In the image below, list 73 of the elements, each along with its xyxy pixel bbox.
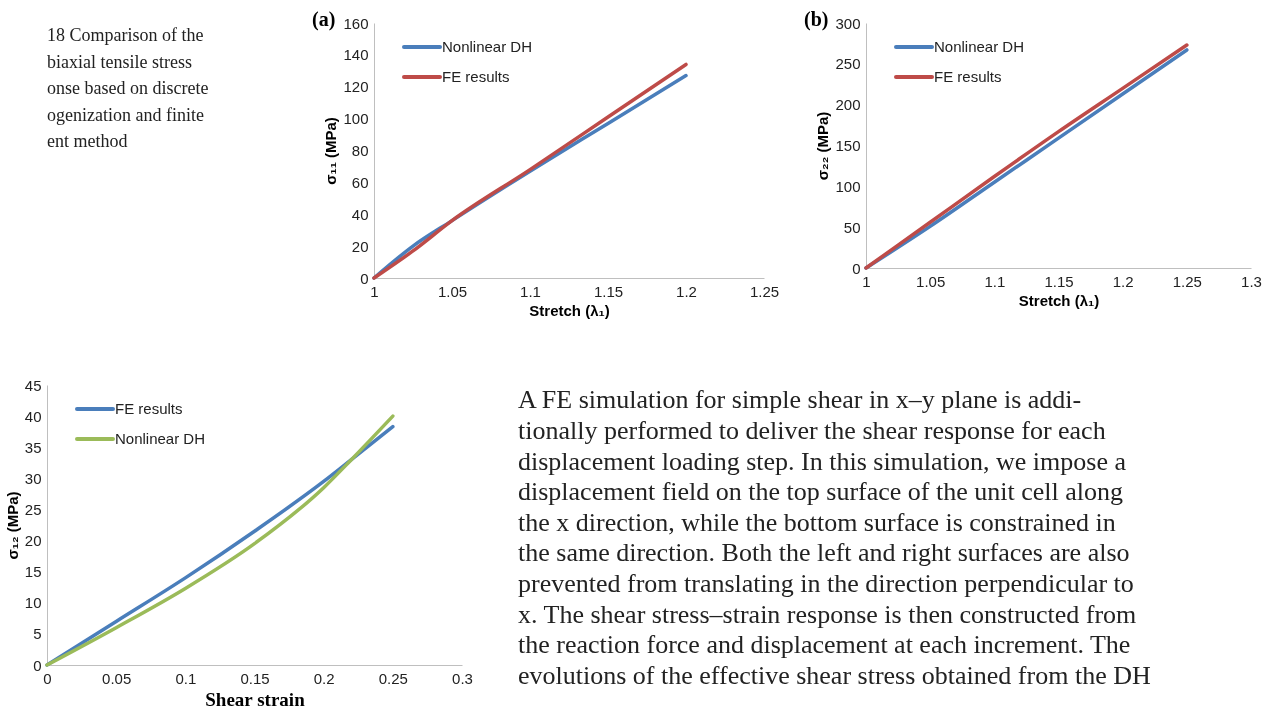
text: the x direction, while the bottom surface is constrained in bbox=[518, 507, 1116, 537]
y-axis-title: σ₁₂ (MPa) bbox=[3, 491, 21, 560]
y-tick-label: 100 bbox=[835, 177, 861, 195]
text: displacement field on the top surface of the unit cell along bbox=[518, 477, 1124, 507]
x-tick-label: 1.3 bbox=[1241, 272, 1262, 290]
y-tick-label: 120 bbox=[343, 78, 369, 96]
x-tick-label: 0.15 bbox=[240, 669, 270, 687]
chart-title: (a) bbox=[312, 8, 336, 31]
text: the same direction. Both the left and right surfaces are also bbox=[518, 538, 1130, 568]
text: tionally performed to deliver the shear response for each bbox=[518, 415, 1106, 445]
x-tick-label: 1.15 bbox=[593, 282, 624, 300]
legend-label: Nonlinear DH bbox=[115, 430, 206, 447]
y-tick-label: 40 bbox=[351, 205, 369, 223]
y-tick-label: 35 bbox=[24, 438, 42, 456]
x-axis-title: Stretch (λ₁) bbox=[1018, 291, 1100, 309]
y-tick-label: 100 bbox=[343, 110, 369, 128]
x-tick-label: 1 bbox=[370, 282, 379, 300]
y-tick-label: 0 bbox=[852, 259, 861, 277]
text: prevented from translating in the direction perpendicular to bbox=[518, 568, 1134, 598]
y-tick-label: 20 bbox=[351, 237, 369, 255]
x-tick-label: 0.05 bbox=[102, 669, 132, 687]
text: x. The shear stress–strain response is then constructed from bbox=[518, 599, 1137, 629]
text: 18 Comparison of the bbox=[47, 25, 204, 46]
x-axis-title: Shear strain bbox=[205, 688, 306, 710]
y-tick-label: 30 bbox=[24, 469, 42, 487]
y-tick-label: 140 bbox=[343, 46, 369, 64]
y-tick-label: 250 bbox=[835, 55, 861, 73]
text: onse based on discrete bbox=[47, 78, 209, 99]
text: ent method bbox=[47, 131, 128, 152]
y-tick-label: 300 bbox=[835, 14, 861, 32]
y-tick-label: 15 bbox=[24, 563, 42, 581]
x-tick-label: 1.25 bbox=[1172, 272, 1202, 290]
x-tick-label: 1.15 bbox=[1044, 272, 1074, 290]
text: A FE simulation for simple shear in x–y plane is addi- bbox=[518, 385, 1082, 415]
x-tick-label: 1.2 bbox=[676, 282, 697, 300]
y-tick-label: 150 bbox=[835, 137, 861, 154]
x-tick-label: 1.25 bbox=[749, 282, 780, 300]
x-tick-label: 0.1 bbox=[175, 669, 197, 687]
y-tick-label: 5 bbox=[33, 625, 42, 643]
x-tick-label: 1 bbox=[862, 272, 871, 290]
text: evolutions of the effective shear stress obtained from the DH bbox=[518, 660, 1151, 690]
y-tick-label: 60 bbox=[351, 173, 369, 191]
y-tick-label: 80 bbox=[351, 142, 369, 159]
legend-label: Nonlinear DH bbox=[934, 38, 1025, 55]
x-tick-label: 1.05 bbox=[916, 272, 946, 290]
text: displacement loading step. In this simulation, we impose a bbox=[518, 446, 1127, 476]
legend-label: FE results bbox=[934, 68, 1002, 85]
y-tick-label: 200 bbox=[835, 96, 861, 114]
y-tick-label: 50 bbox=[843, 218, 861, 236]
legend-label: FE results bbox=[442, 68, 510, 85]
y-tick-label: 25 bbox=[24, 500, 42, 518]
x-tick-label: 1.1 bbox=[984, 272, 1006, 290]
text: biaxial tensile stress bbox=[47, 51, 192, 72]
legend-label: Nonlinear DH bbox=[442, 38, 533, 55]
x-tick-label: 0.2 bbox=[313, 669, 335, 687]
x-tick-label: 1.05 bbox=[437, 282, 468, 300]
legend-label: FE results bbox=[115, 400, 183, 417]
x-axis-title: Stretch (λ₁) bbox=[529, 301, 610, 319]
x-tick-label: 1.2 bbox=[1112, 272, 1134, 290]
text: the reaction force and displacement at each increment. The bbox=[518, 630, 1131, 660]
y-tick-label: 160 bbox=[343, 14, 369, 32]
y-axis-title: σ₁₁ (MPa) bbox=[322, 117, 340, 185]
chart-title: (b) bbox=[804, 8, 829, 31]
y-tick-label: 40 bbox=[24, 407, 42, 425]
y-tick-label: 45 bbox=[24, 376, 42, 394]
text: ogenization and finite bbox=[47, 104, 204, 125]
x-tick-label: 1.1 bbox=[520, 282, 541, 300]
y-axis-title: σ₂₂ (MPa) bbox=[814, 111, 832, 181]
x-tick-label: 0.3 bbox=[452, 669, 473, 687]
y-tick-label: 0 bbox=[33, 656, 42, 674]
y-tick-label: 10 bbox=[24, 594, 42, 612]
x-tick-label: 0.25 bbox=[378, 669, 408, 687]
y-tick-label: 20 bbox=[24, 532, 42, 550]
